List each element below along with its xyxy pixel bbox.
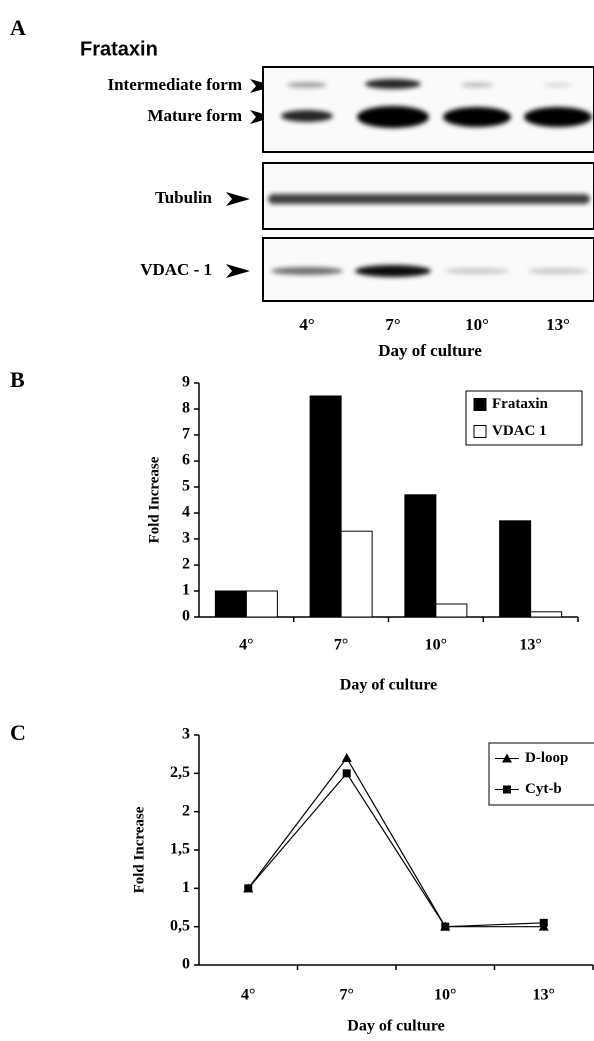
x-tick-label: 13° (519, 637, 541, 654)
point (503, 786, 511, 794)
x-tick-label: 7° (334, 637, 348, 654)
y-tick-label: 0 (182, 956, 190, 973)
y-tick-label: 5 (182, 478, 190, 495)
bar (215, 591, 246, 617)
band-label: VDAC - 1 (140, 260, 212, 279)
y-tick-label: 3 (182, 726, 190, 743)
blot-boxes (263, 67, 594, 301)
y-tick-label: 2 (182, 556, 190, 573)
lane-label: 13° (546, 315, 570, 334)
y-tick-label: 6 (182, 452, 190, 469)
y-tick-label: 3 (182, 530, 190, 547)
legend-label: VDAC 1 (492, 423, 547, 439)
y-tick-label: 8 (182, 400, 190, 417)
y-tick-label: 1,5 (170, 841, 190, 858)
y-tick-label: 4 (182, 504, 190, 521)
bar (500, 521, 531, 617)
y-tick-label: 0,5 (170, 917, 190, 934)
bar (310, 396, 341, 617)
y-axis-label: Fold Increase (146, 456, 162, 543)
bar (531, 612, 562, 617)
bar (341, 531, 372, 617)
panel-label: C (10, 720, 26, 745)
x-axis-label: Day of culture (340, 677, 437, 694)
legend-label: Cyt-b (525, 781, 562, 797)
blot-title: Frataxin (80, 38, 158, 60)
panel-label: A (10, 15, 26, 40)
band-label: Mature form (147, 106, 242, 125)
y-tick-label: 1 (182, 879, 190, 896)
legend-swatch (474, 399, 486, 411)
y-tick-label: 7 (182, 426, 190, 443)
x-axis-label: Day of culture (378, 341, 482, 360)
point (441, 923, 449, 931)
y-tick-label: 2 (182, 802, 190, 819)
x-tick-label: 4° (241, 987, 255, 1004)
lane-label: 10° (465, 315, 489, 334)
panel-label: B (10, 367, 25, 392)
point (540, 919, 548, 927)
legend-label: D-loop (525, 750, 568, 766)
x-tick-label: 10° (434, 987, 456, 1004)
point (342, 753, 352, 762)
x-tick-label: 7° (340, 987, 354, 1004)
band-label: Tubulin (155, 188, 213, 207)
x-tick-label: 10° (425, 637, 447, 654)
legend-swatch (474, 426, 486, 438)
y-tick-label: 9 (182, 374, 190, 391)
point (244, 884, 252, 892)
bar (405, 495, 436, 617)
legend-label: Frataxin (492, 396, 548, 412)
band-label: Intermediate form (107, 75, 242, 94)
bar (436, 604, 467, 617)
y-tick-label: 2,5 (170, 764, 190, 781)
point (343, 769, 351, 777)
y-tick-label: 0 (182, 608, 190, 625)
lane-label: 7° (385, 315, 400, 334)
x-tick-label: 13° (533, 987, 555, 1004)
y-tick-label: 1 (182, 582, 190, 599)
lane-label: 4° (299, 315, 314, 334)
figure: A B C Frataxin Intermediate form Mature … (0, 0, 594, 1041)
bar (246, 591, 277, 617)
y-axis-label: Fold Increase (131, 806, 147, 893)
x-axis-label: Day of culture (347, 1018, 444, 1035)
x-tick-label: 4° (239, 637, 253, 654)
